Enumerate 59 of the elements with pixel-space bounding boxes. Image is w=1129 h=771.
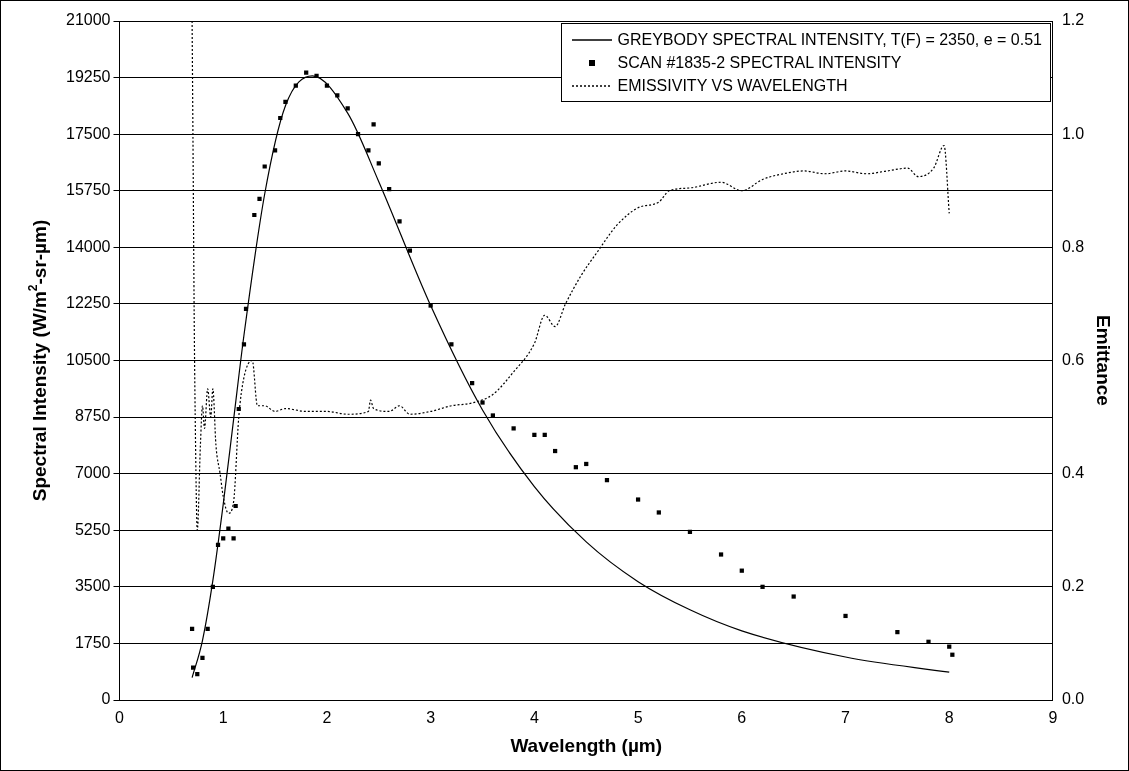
point (791, 594, 796, 599)
y-tick-label: 5250 (74, 520, 111, 538)
y2-tick-label: 0.2 (1061, 577, 1085, 595)
y2-tick-label: 0.8 (1061, 237, 1085, 255)
x-tick-label: 1 (218, 709, 228, 727)
x-tick-label: 0 (115, 709, 125, 727)
y-tick-label: 14000 (65, 237, 111, 255)
y-tick-label: 8750 (74, 407, 111, 425)
y2-tick-label: 1.0 (1061, 124, 1085, 142)
point (371, 122, 376, 127)
point (366, 148, 371, 153)
x-axis-title: Wavelength (µm) (510, 734, 663, 756)
x-tick-label: 2 (322, 709, 332, 727)
point (843, 613, 848, 619)
legend-label: EMISSIVITY VS WAVELENGTH (617, 76, 848, 96)
x-tick-label: 3 (426, 709, 436, 727)
point (257, 196, 262, 201)
y2-tick-label: 0.6 (1061, 350, 1085, 368)
point (428, 303, 433, 308)
point (926, 639, 931, 644)
y-tick-label: 12250 (65, 294, 111, 312)
y-tick-label: 0 (101, 690, 111, 708)
y-axis-title: Spectral Intensity (W/m2-sr-µm) (26, 219, 51, 502)
x-tick-label: 4 (529, 709, 539, 727)
point (200, 655, 205, 661)
point (397, 219, 402, 224)
y2-axis-title: Emittance (1093, 315, 1115, 406)
x-tick-label: 5 (633, 709, 643, 727)
legend-label: GREYBODY SPECTRAL INTENSITY, T(F) = 2350, e = 0.51 (617, 30, 1042, 50)
point (480, 400, 485, 405)
y2-tick-label: 0.4 (1061, 464, 1085, 482)
y2-tick-label: 0.0 (1061, 690, 1085, 708)
x-tick-label: 9 (1048, 709, 1058, 727)
legend-label: SCAN #1835-2 SPECTRAL INTENSITY (617, 53, 902, 73)
point (895, 629, 900, 635)
point (656, 510, 661, 515)
y2-tick-label: 1.2 (1061, 11, 1085, 29)
y-tick-label: 21000 (65, 11, 111, 29)
point (226, 526, 231, 531)
point (760, 584, 765, 589)
point (262, 164, 267, 169)
point (407, 248, 413, 253)
y-tick-label: 10500 (65, 350, 111, 368)
point (283, 99, 288, 104)
y-tick-label: 17500 (65, 124, 111, 142)
x-tick-label: 7 (841, 709, 851, 727)
y-tick-label: 3500 (74, 577, 111, 595)
y-tick-label: 1750 (74, 633, 111, 651)
y-tick-label: 7000 (74, 464, 111, 482)
x-tick-label: 8 (944, 709, 954, 727)
point (511, 426, 516, 431)
y-tick-label: 15750 (65, 181, 111, 199)
y-tick-label: 19250 (65, 67, 111, 85)
x-tick-label: 6 (737, 709, 747, 727)
point (490, 413, 495, 418)
point (635, 497, 641, 502)
point (449, 342, 454, 347)
point (718, 552, 724, 557)
point (231, 536, 236, 541)
